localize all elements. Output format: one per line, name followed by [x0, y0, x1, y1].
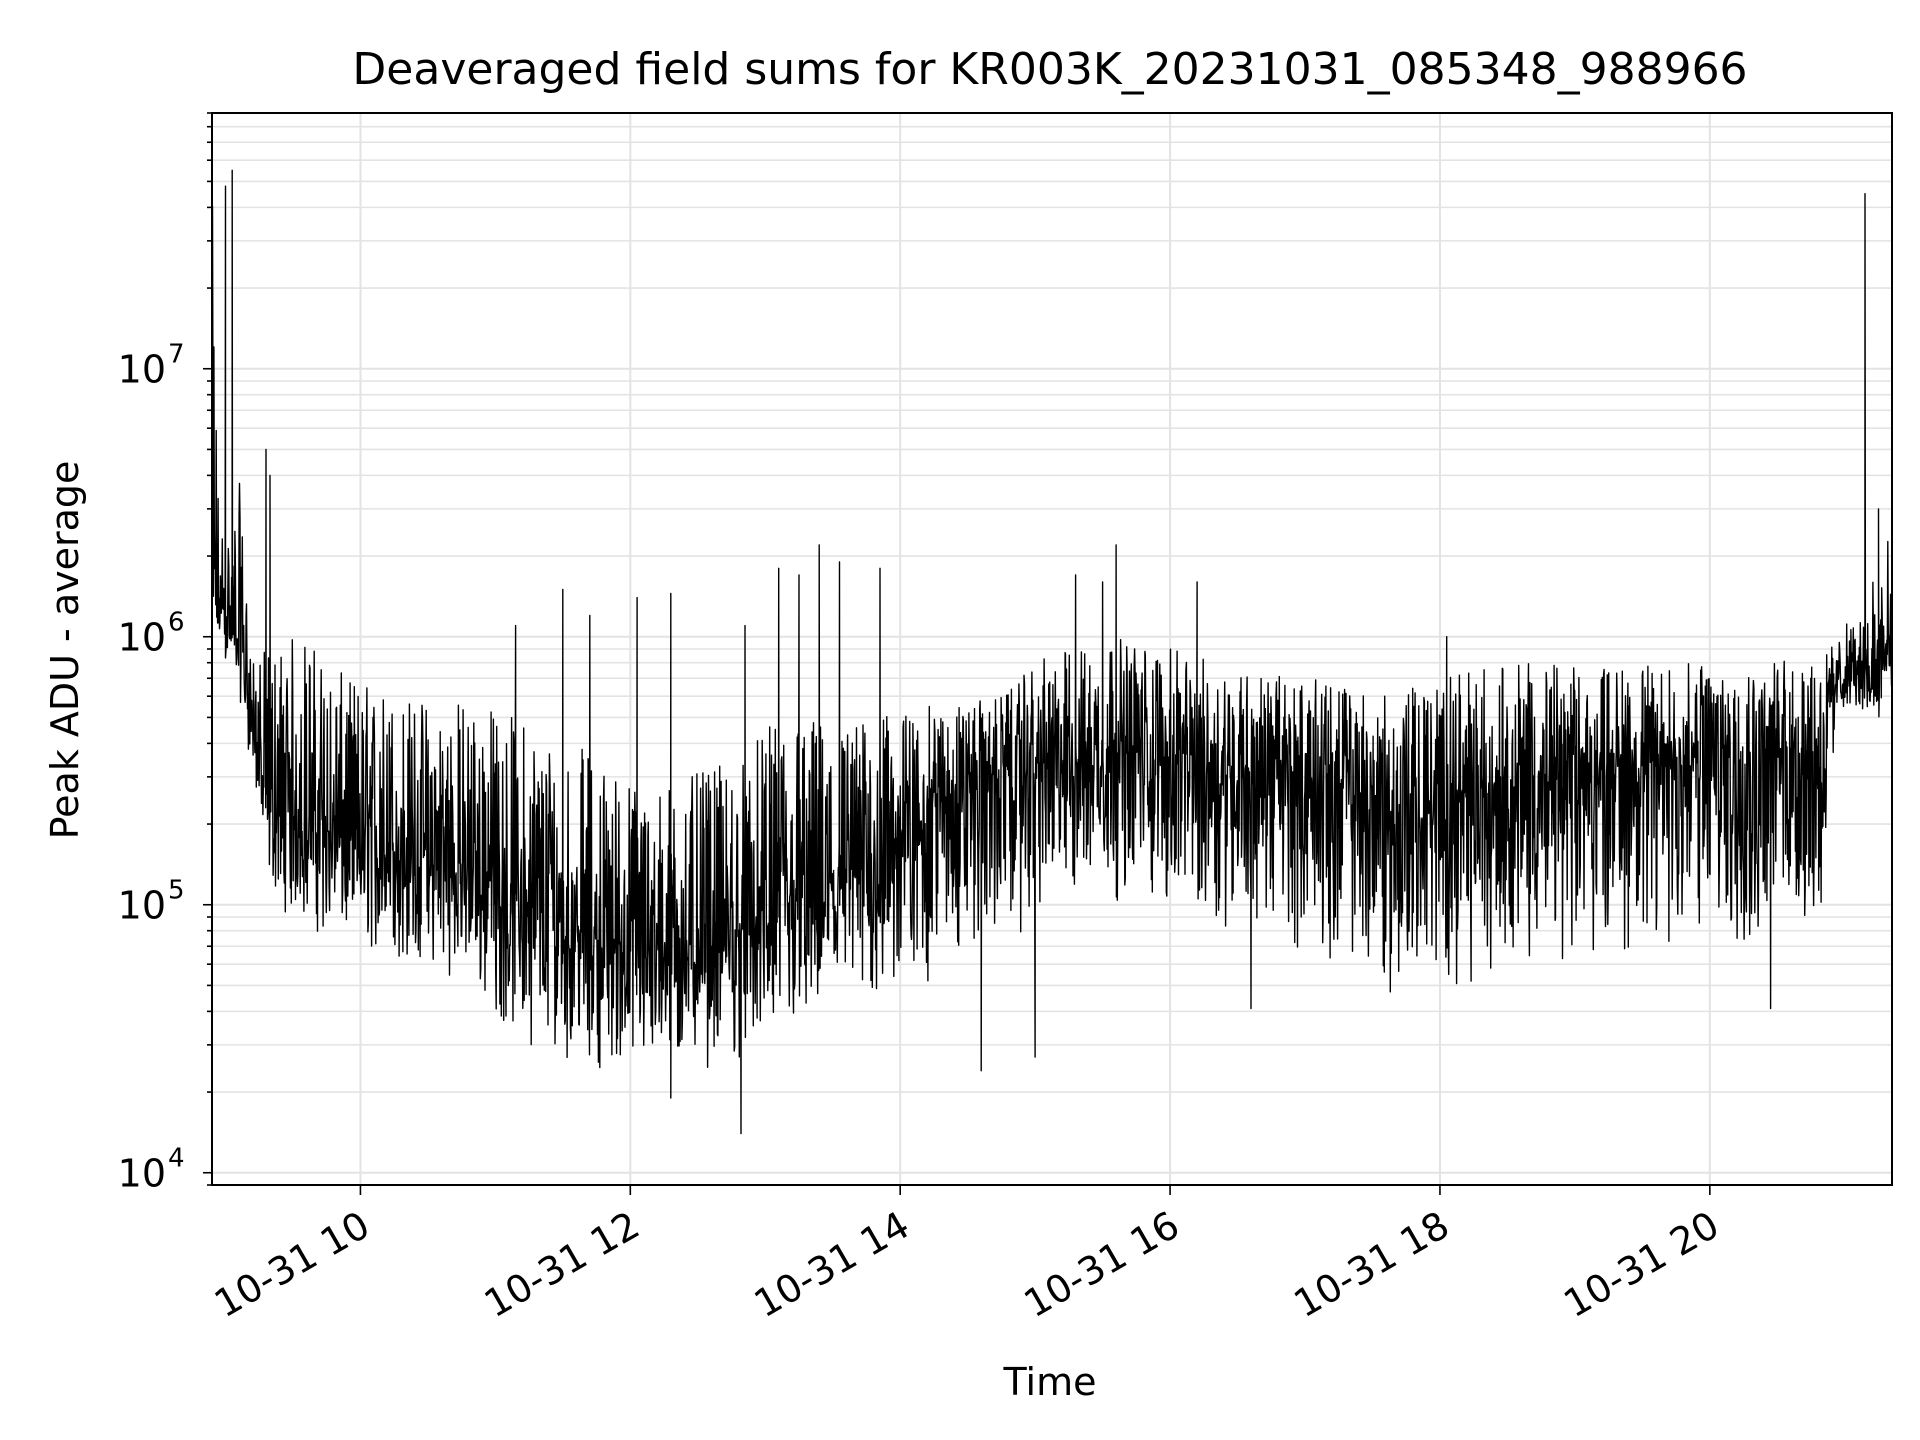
chart-title: Deaveraged field sums for KR003K_2023103… — [352, 44, 1747, 95]
y-tick-label-exponent: 7 — [168, 340, 185, 370]
y-tick-label: 10 — [118, 616, 166, 660]
series-line — [212, 169, 1892, 1135]
y-tick-label-exponent: 5 — [168, 876, 185, 906]
y-tick-label-exponent: 6 — [168, 608, 185, 638]
x-axis-label: Time — [1003, 1360, 1097, 1404]
y-axis-label: Peak ADU - average — [43, 461, 87, 840]
y-tick-label: 10 — [118, 1152, 166, 1196]
data-series — [212, 169, 1892, 1135]
y-tick-label: 10 — [118, 348, 166, 392]
y-tick-label-exponent: 4 — [168, 1144, 185, 1174]
y-tick-label: 10 — [118, 884, 166, 928]
